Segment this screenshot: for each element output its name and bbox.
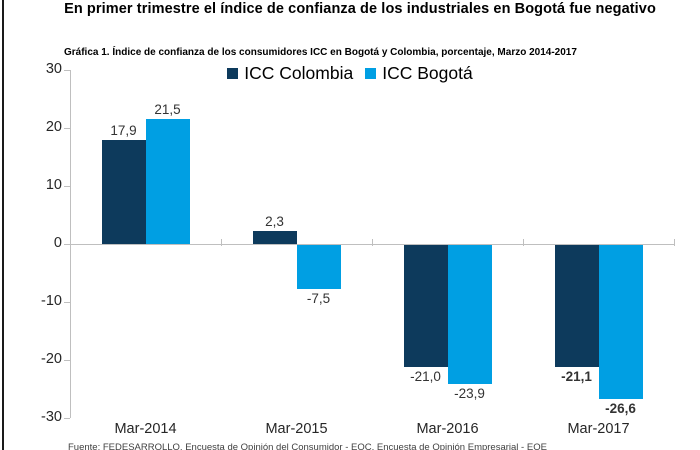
y-tick-label: 20 — [45, 119, 62, 135]
chart-title: Gráfica 1. Índice de confianza de los co… — [64, 47, 577, 58]
bar-icc-colombia — [403, 245, 448, 367]
bar-value-label: 2,3 — [265, 213, 284, 229]
legend-label: ICC Bogotá — [382, 62, 473, 83]
bar-value-label: -26,6 — [605, 401, 636, 417]
bar-icc-bogot- — [296, 245, 341, 289]
bar-value-label: -21,1 — [561, 369, 592, 385]
bar-value-label: 17,9 — [110, 123, 137, 139]
y-tick-label: 0 — [53, 235, 62, 251]
bar-value-label: 21,5 — [154, 102, 181, 118]
headline: En primer trimestre el índice de confian… — [64, 1, 656, 17]
x-axis-tick — [523, 239, 524, 246]
legend-item-icc-colombia: ICC Colombia — [227, 63, 353, 84]
bar-value-label: -7,5 — [306, 290, 331, 306]
y-tick — [64, 70, 70, 71]
bar-value-label: -23,9 — [454, 385, 485, 401]
bar-icc-colombia — [252, 230, 297, 244]
y-tick-label: -10 — [41, 293, 62, 309]
y-tick — [64, 302, 70, 303]
x-axis-label: Mar-2015 — [265, 421, 328, 437]
bar-icc-colombia — [554, 245, 599, 368]
x-axis-tick — [372, 239, 373, 246]
y-tick — [64, 360, 70, 361]
x-axis-tick — [221, 239, 222, 246]
y-tick-label: 10 — [45, 177, 62, 193]
x-axis-label: Mar-2017 — [567, 421, 630, 437]
legend-swatch-icon — [227, 68, 239, 79]
bar-icc-bogot- — [145, 119, 190, 244]
bar-icc-bogot- — [598, 245, 643, 400]
legend-label: ICC Colombia — [244, 62, 354, 83]
source-note: Fuente: FEDESARROLLO, Encuesta de Opinió… — [68, 442, 547, 450]
y-tick — [64, 128, 70, 129]
y-tick-label: 30 — [45, 61, 62, 77]
legend-item-icc-bogot-: ICC Bogotá — [365, 62, 473, 84]
legend-swatch-icon — [365, 68, 377, 79]
x-axis-tick — [674, 239, 675, 246]
page-left-border — [2, 0, 4, 450]
y-tick — [64, 186, 70, 187]
bar-value-label: -21,0 — [410, 368, 441, 384]
chart-legend: ICC Colombia ICC Bogotá — [0, 62, 700, 84]
x-axis-label: Mar-2014 — [114, 421, 177, 437]
y-tick-label: -30 — [41, 409, 62, 425]
bar-icc-bogot- — [447, 245, 492, 384]
y-tick-label: -20 — [41, 351, 62, 367]
y-tick — [64, 244, 70, 245]
bar-icc-colombia — [101, 140, 146, 244]
y-tick — [64, 418, 70, 419]
x-axis-label: Mar-2016 — [416, 421, 479, 437]
